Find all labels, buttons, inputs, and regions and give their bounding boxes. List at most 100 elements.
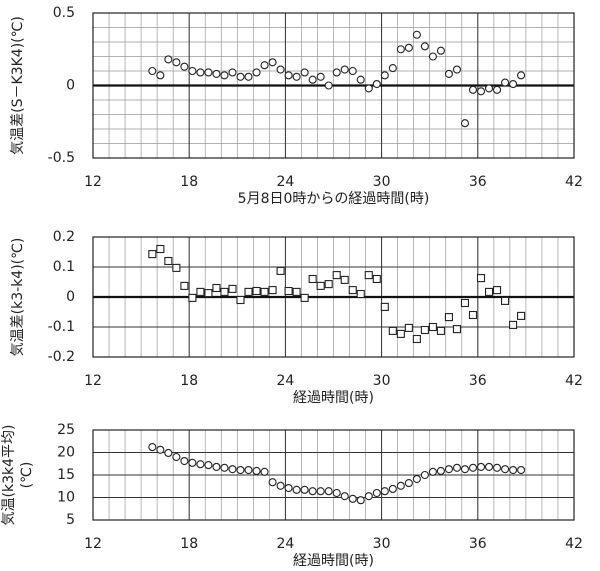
point bbox=[220, 71, 229, 80]
point bbox=[404, 323, 413, 332]
point bbox=[420, 42, 429, 51]
point bbox=[388, 484, 397, 494]
y-axis-title: 気温差(k3-k4)(℃) bbox=[10, 238, 26, 357]
point bbox=[188, 66, 197, 76]
point bbox=[236, 465, 245, 475]
x-axis-title: 5月8日0時からの経過時間(時) bbox=[238, 191, 430, 207]
y-tick-label: 0 bbox=[66, 78, 75, 94]
point bbox=[268, 478, 277, 487]
point bbox=[364, 492, 373, 501]
point bbox=[332, 68, 341, 77]
point bbox=[348, 494, 357, 503]
point bbox=[164, 448, 173, 458]
point bbox=[444, 465, 453, 474]
point bbox=[156, 244, 165, 254]
point bbox=[372, 488, 381, 498]
y-axis-title: (℃) bbox=[19, 462, 35, 489]
x-tick-label: 42 bbox=[565, 373, 583, 389]
point bbox=[484, 462, 494, 471]
point bbox=[204, 461, 213, 470]
point bbox=[436, 326, 445, 335]
point bbox=[308, 487, 317, 496]
point bbox=[380, 487, 389, 496]
point bbox=[388, 326, 397, 335]
y-tick-label: -0.2 bbox=[48, 349, 75, 365]
point bbox=[268, 286, 277, 295]
point bbox=[252, 68, 261, 77]
x-tick-label: 18 bbox=[180, 536, 198, 552]
point bbox=[316, 281, 325, 290]
x-tick-label: 36 bbox=[469, 174, 487, 190]
point bbox=[444, 313, 453, 322]
point bbox=[509, 465, 518, 475]
point bbox=[284, 483, 293, 493]
point bbox=[404, 43, 413, 52]
point bbox=[308, 274, 317, 284]
point bbox=[492, 463, 502, 472]
point bbox=[340, 65, 349, 74]
point bbox=[196, 460, 205, 469]
point bbox=[324, 487, 333, 496]
point bbox=[476, 462, 486, 471]
x-axis-title: 経過時間(時) bbox=[293, 390, 374, 406]
x-tick-label: 12 bbox=[84, 373, 102, 389]
point bbox=[412, 474, 421, 484]
point bbox=[468, 463, 478, 472]
x-tick-label: 18 bbox=[180, 373, 198, 389]
point bbox=[492, 286, 502, 295]
point bbox=[517, 71, 526, 80]
point bbox=[509, 320, 518, 329]
plot-frame bbox=[92, 236, 575, 358]
point bbox=[196, 287, 205, 296]
x-tick-label: 42 bbox=[565, 536, 583, 552]
x-tick-label: 12 bbox=[84, 536, 102, 552]
point bbox=[316, 487, 325, 496]
point bbox=[164, 55, 173, 64]
point bbox=[220, 287, 229, 296]
point bbox=[396, 481, 405, 490]
x-tick-label: 30 bbox=[373, 174, 391, 190]
point bbox=[268, 58, 277, 67]
point bbox=[228, 284, 237, 293]
point bbox=[476, 274, 486, 283]
point bbox=[300, 293, 309, 302]
point bbox=[364, 84, 373, 93]
y-tick-label: 0.2 bbox=[53, 229, 75, 245]
point bbox=[276, 65, 285, 74]
point bbox=[380, 71, 389, 80]
point bbox=[316, 72, 325, 81]
point bbox=[501, 465, 510, 474]
point bbox=[348, 286, 357, 295]
point bbox=[468, 85, 478, 94]
x-tick-label: 36 bbox=[469, 373, 487, 389]
point bbox=[324, 81, 333, 90]
point bbox=[220, 463, 229, 472]
point bbox=[292, 287, 301, 296]
point bbox=[396, 329, 405, 338]
point bbox=[212, 283, 221, 293]
point bbox=[172, 58, 181, 67]
point bbox=[428, 467, 437, 476]
point bbox=[412, 30, 421, 39]
point bbox=[484, 287, 494, 296]
y-tick-label: 10 bbox=[57, 490, 75, 506]
point bbox=[348, 66, 357, 76]
point bbox=[468, 310, 478, 320]
point bbox=[180, 281, 189, 290]
point bbox=[364, 271, 373, 280]
point bbox=[236, 295, 245, 305]
point bbox=[452, 325, 462, 334]
point bbox=[340, 275, 349, 284]
point bbox=[148, 443, 157, 452]
point bbox=[236, 72, 245, 81]
point bbox=[436, 466, 445, 476]
point bbox=[372, 274, 381, 284]
point bbox=[460, 298, 470, 308]
point bbox=[228, 68, 237, 77]
y-tick-label: 25 bbox=[57, 422, 75, 438]
point bbox=[228, 465, 237, 474]
point bbox=[484, 84, 494, 93]
y-axis-title: 気温差(S－K3K4)(℃) bbox=[10, 16, 26, 155]
x-tick-label: 30 bbox=[373, 373, 391, 389]
